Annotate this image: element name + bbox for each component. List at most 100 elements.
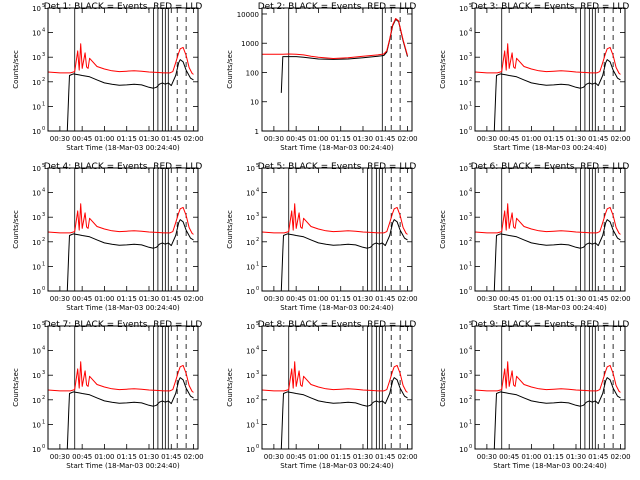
y-tick-label-base: 10	[246, 239, 255, 247]
x-tick-label: 01:30	[139, 295, 159, 303]
x-tick-label: 01:15	[117, 453, 137, 461]
x-axis-label: Start Time (18-Mar-03 00:24:40)	[280, 304, 394, 312]
y-tick-label: 2	[42, 237, 45, 243]
chart-title: Det 7: BLACK = Events, RED = LLD	[44, 320, 203, 330]
x-tick-label: 01:15	[331, 295, 351, 303]
x-tick-label: 01:30	[139, 135, 159, 143]
x-tick-label: 01:15	[331, 135, 351, 143]
y-tick-label: 1	[469, 261, 472, 267]
x-tick-label: 01:45	[588, 295, 608, 303]
y-tick-label: 0	[469, 286, 472, 292]
x-tick-label: 02:00	[397, 295, 417, 303]
y-tick-label: 0	[42, 444, 45, 450]
y-tick-label-base: 10	[246, 348, 255, 356]
y-tick-label: 2	[469, 77, 472, 83]
y-tick-label-base: 10	[459, 288, 468, 296]
x-tick-label: 01:45	[588, 135, 608, 143]
y-tick-label: 1	[255, 128, 259, 136]
x-tick-label: 01:15	[544, 453, 564, 461]
y-tick-label-base: 10	[459, 30, 468, 38]
x-tick-label: 00:45	[72, 453, 92, 461]
series-events-line	[66, 377, 194, 450]
y-tick-label: 2	[256, 395, 259, 401]
series-events-line	[493, 59, 621, 132]
y-tick-label: 3	[469, 52, 472, 58]
x-tick-label: 00:30	[264, 135, 284, 143]
y-tick-label-base: 10	[459, 397, 468, 405]
y-tick-label-base: 10	[459, 239, 468, 247]
x-tick-label: 00:30	[477, 295, 497, 303]
y-tick-label: 1	[42, 261, 45, 267]
series-lld-line	[47, 43, 194, 75]
y-axis-label: Counts/sec	[439, 210, 447, 249]
x-tick-label: 01:45	[375, 453, 395, 461]
x-tick-label: 01:30	[353, 453, 373, 461]
plot-frame	[474, 325, 626, 450]
y-tick-label: 3	[256, 370, 259, 376]
x-tick-label: 00:45	[286, 135, 306, 143]
series-lld-line	[474, 203, 621, 235]
y-tick-label: 2	[42, 395, 45, 401]
y-tick-label: 1	[469, 101, 472, 107]
plot-frame	[261, 325, 413, 450]
x-axis-label: Start Time (18-Mar-03 00:24:40)	[66, 462, 180, 470]
series-events-line	[493, 219, 621, 292]
y-tick-label-base: 10	[32, 323, 41, 331]
y-tick-label: 4	[469, 188, 472, 194]
x-tick-label: 02:00	[183, 295, 203, 303]
x-tick-label: 01:30	[353, 135, 373, 143]
x-tick-label: 02:00	[183, 135, 203, 143]
y-tick-label-base: 10	[32, 263, 41, 271]
y-tick-label-base: 10	[246, 446, 255, 454]
series-events-line	[493, 377, 621, 450]
x-tick-label: 01:45	[161, 453, 181, 461]
x-tick-label: 01:00	[94, 453, 114, 461]
y-tick-label: 2	[469, 237, 472, 243]
y-tick-label: 100	[246, 69, 259, 77]
chart-title: Det 2: BLACK = Events, RED = LLD	[258, 2, 417, 12]
y-tick-label-base: 10	[246, 190, 255, 198]
y-tick-label-base: 10	[32, 165, 41, 173]
plot-frame	[261, 7, 413, 132]
plot-frame	[47, 325, 199, 450]
x-tick-label: 02:00	[610, 453, 630, 461]
x-tick-label: 01:45	[375, 295, 395, 303]
x-tick-label: 02:00	[397, 453, 417, 461]
y-tick-label: 1000	[241, 40, 259, 48]
y-tick-label-base: 10	[32, 128, 41, 136]
x-tick-label: 01:00	[308, 295, 328, 303]
y-tick-label-base: 10	[32, 79, 41, 87]
plot-frame	[47, 7, 199, 132]
y-tick-label: 4	[469, 28, 472, 34]
y-axis-label: Counts/sec	[439, 368, 447, 407]
x-tick-label: 01:45	[161, 135, 181, 143]
plot-frame	[474, 167, 626, 292]
y-tick-label-base: 10	[246, 397, 255, 405]
chart-title: Det 6: BLACK = Events, RED = LLD	[471, 162, 630, 172]
x-tick-label: 00:45	[499, 295, 519, 303]
y-tick-label-base: 10	[32, 5, 41, 13]
y-tick-label: 4	[256, 346, 259, 352]
y-axis-label: Counts/sec	[226, 50, 234, 89]
x-tick-label: 01:00	[94, 135, 114, 143]
y-tick-label-base: 10	[246, 214, 255, 222]
y-tick-label: 5	[469, 3, 472, 9]
chart-title: Det 1: BLACK = Events, RED = LLD	[44, 2, 203, 12]
y-tick-label: 3	[256, 212, 259, 218]
plot-frame	[261, 167, 413, 292]
y-tick-label: 1	[256, 261, 259, 267]
series-lld-line	[474, 43, 621, 75]
x-tick-label: 02:00	[397, 135, 417, 143]
y-tick-label-base: 10	[459, 103, 468, 111]
y-tick-label-base: 10	[459, 348, 468, 356]
y-tick-label-base: 10	[459, 190, 468, 198]
x-tick-label: 01:30	[139, 453, 159, 461]
y-axis-label: Counts/sec	[12, 210, 20, 249]
y-tick-label: 2	[469, 395, 472, 401]
y-tick-label: 2	[256, 237, 259, 243]
y-tick-label: 0	[42, 286, 45, 292]
x-tick-label: 01:00	[521, 135, 541, 143]
